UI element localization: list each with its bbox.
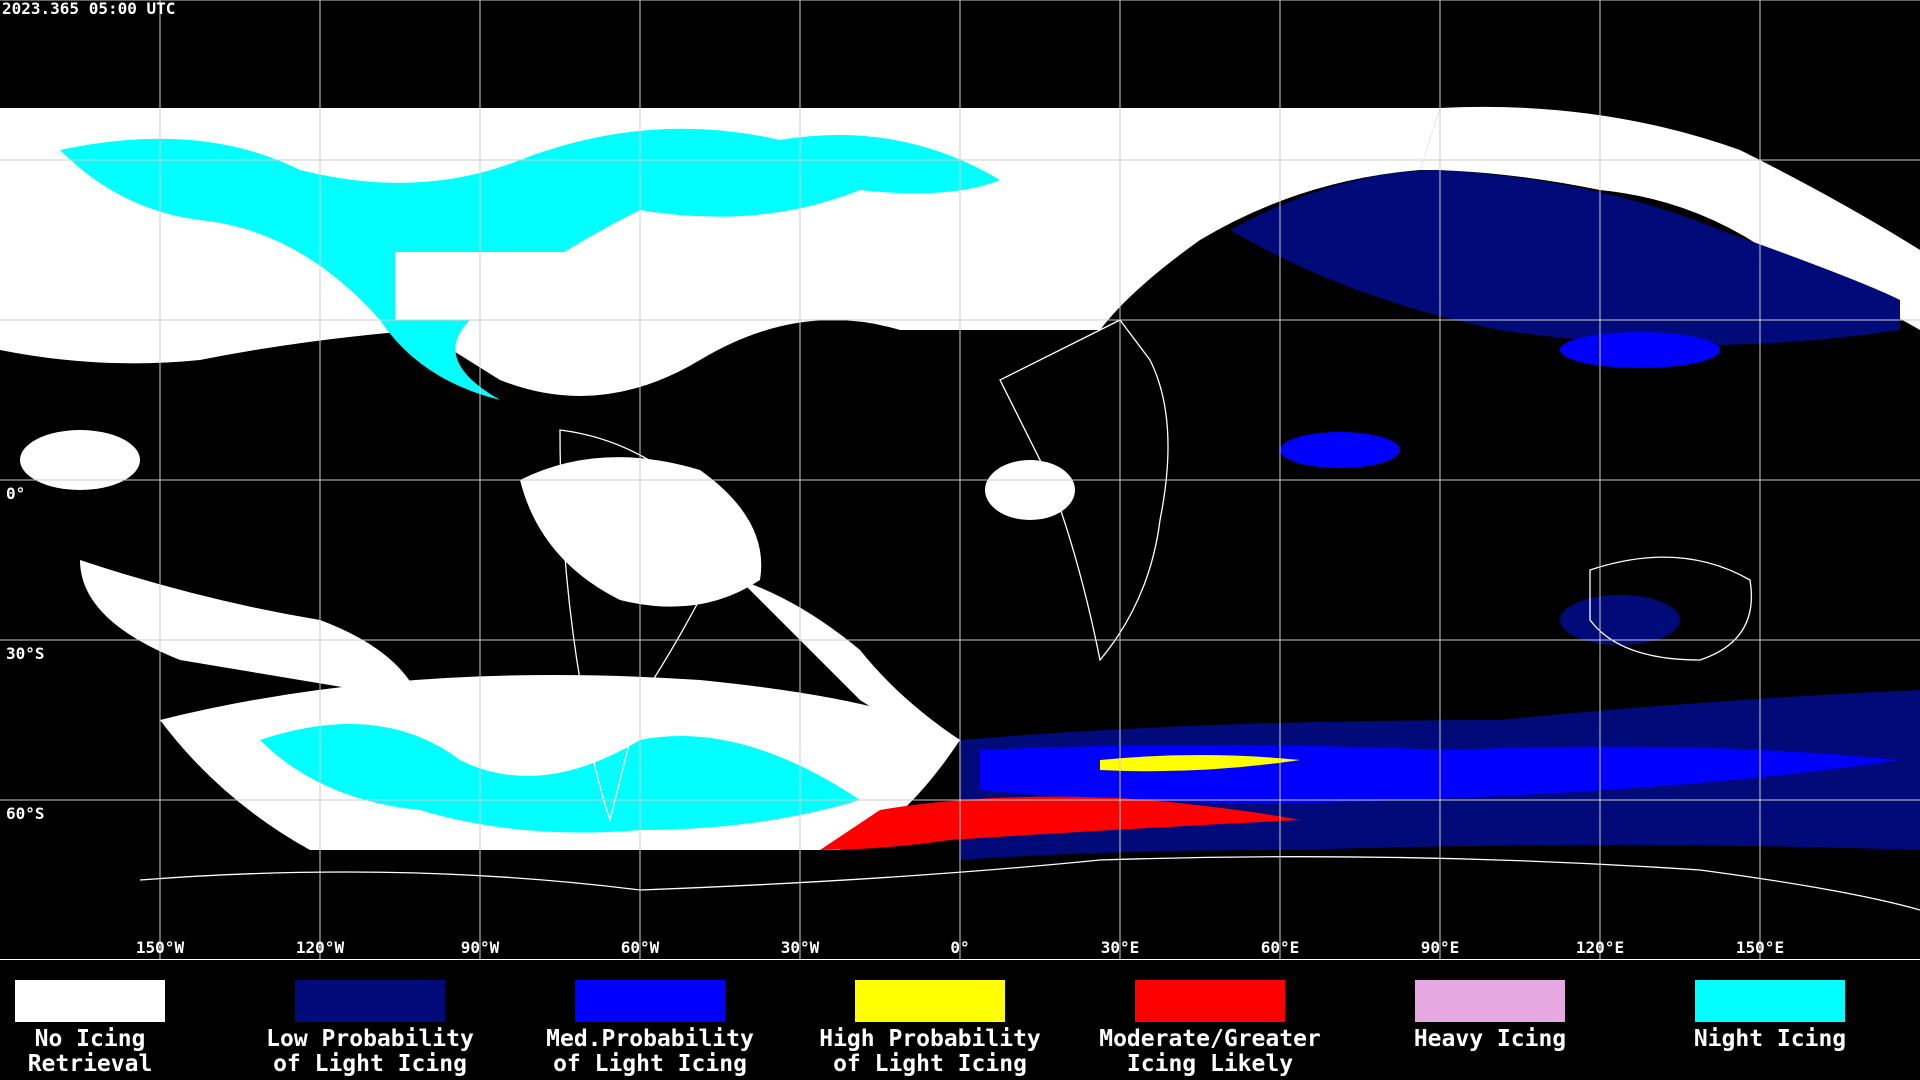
icing-med <box>1560 332 1720 368</box>
legend-label: Icing Likely <box>1127 1051 1293 1077</box>
icing-high <box>1100 755 1300 772</box>
coastline <box>999 319 1169 662</box>
coastline <box>139 856 1920 911</box>
cloud-region <box>80 560 420 700</box>
legend-label: Night Icing <box>1694 1026 1846 1052</box>
longitude-label: 150°E <box>1736 938 1784 957</box>
icing-med <box>1280 432 1400 468</box>
coastline <box>559 429 728 823</box>
cloud-region <box>395 252 765 320</box>
latitude-label: 0° <box>6 484 25 503</box>
night-cloud <box>260 724 860 833</box>
cloud-region <box>20 430 140 490</box>
legend-label: Med.Probability <box>546 1026 754 1052</box>
longitude-label: 120°W <box>296 938 345 957</box>
legend-swatch <box>15 980 165 1022</box>
graticule <box>0 0 1920 959</box>
legend-label: Retrieval <box>28 1051 153 1077</box>
longitude-label: 30°W <box>781 938 820 957</box>
longitude-label: 90°W <box>461 938 500 957</box>
legend-swatch <box>1135 980 1285 1022</box>
legend-swatch <box>855 980 1005 1022</box>
latitude-label: 60°S <box>6 804 45 823</box>
legend-label: of Light Icing <box>553 1051 747 1077</box>
coastlines <box>139 319 1920 911</box>
longitude-label: 60°E <box>1261 938 1300 957</box>
cloud-region <box>520 457 762 607</box>
legend-label: Low Probability <box>266 1026 474 1052</box>
map-border <box>0 959 1920 960</box>
icing-low <box>1230 170 1900 345</box>
latitude-label: 30°S <box>6 644 45 663</box>
legend-label: Moderate/Greater <box>1099 1026 1321 1052</box>
legend-swatch <box>1415 980 1565 1022</box>
longitude-label: 60°W <box>621 938 660 957</box>
timestamp: 2023.365 05:00 UTC <box>2 0 175 18</box>
longitude-label: 120°E <box>1576 938 1624 957</box>
longitude-label: 90°E <box>1421 938 1460 957</box>
longitude-label: 30°E <box>1101 938 1140 957</box>
legend-swatch <box>575 980 725 1022</box>
legend-label: of Light Icing <box>833 1051 1027 1077</box>
icing-low <box>1560 595 1680 645</box>
longitude-label: 150°W <box>136 938 185 957</box>
imagery <box>0 106 1920 860</box>
coastline <box>1589 556 1752 661</box>
legend-label: High Probability <box>819 1026 1041 1052</box>
legend-label: of Light Icing <box>273 1051 467 1077</box>
cloud-region <box>1420 106 1920 331</box>
legend-label: Heavy Icing <box>1414 1026 1566 1052</box>
icing-moderate <box>820 796 1300 850</box>
legend-label: No Icing <box>35 1026 146 1052</box>
legend-swatch <box>1695 980 1845 1022</box>
cloud-region <box>740 580 960 740</box>
cloud-region <box>985 460 1075 520</box>
legend-swatch <box>295 980 445 1022</box>
longitude-label: 0° <box>950 938 969 957</box>
graticule-labels: 150°W 120°W 90°W 60°W 30°W 0° 30°E 60°E 90°E 120°… <box>6 484 1784 957</box>
